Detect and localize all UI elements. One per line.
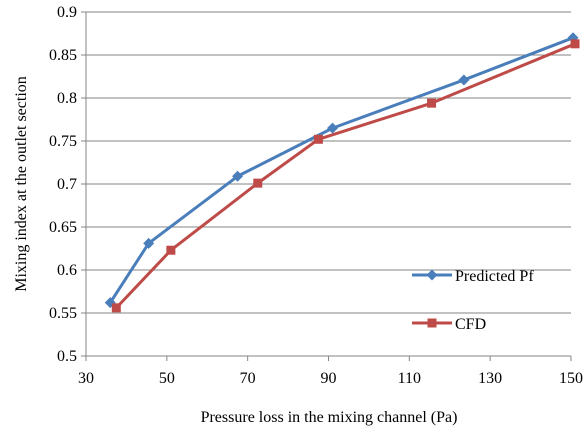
gridlines bbox=[86, 11, 571, 314]
x-tick-label: 90 bbox=[321, 370, 337, 387]
series-1 bbox=[104, 32, 579, 309]
legend-label: Predicted Pf bbox=[455, 268, 534, 285]
data-point bbox=[427, 98, 437, 108]
y-tick-label: 0.85 bbox=[49, 47, 77, 64]
y-tick-label: 0.9 bbox=[57, 4, 77, 21]
legend-item: CFD bbox=[412, 316, 486, 333]
x-axis-ticks: 30 50 70 90 110 130 150 bbox=[78, 370, 583, 387]
legend-label: CFD bbox=[455, 316, 486, 333]
x-tick-label: 50 bbox=[159, 370, 175, 387]
x-tick-label: 30 bbox=[78, 370, 94, 387]
data-point bbox=[232, 170, 244, 182]
series-line bbox=[108, 36, 574, 304]
axes bbox=[81, 11, 572, 361]
x-tick-label: 150 bbox=[559, 370, 583, 387]
series-line bbox=[115, 42, 576, 309]
series-2 bbox=[111, 39, 580, 313]
data-point bbox=[143, 237, 155, 249]
data-point bbox=[111, 303, 121, 313]
y-tick-label: 0.55 bbox=[49, 305, 77, 322]
data-point bbox=[166, 245, 176, 255]
data-point bbox=[253, 178, 263, 188]
x-axis-title: Pressure loss in the mixing channel (Pa) bbox=[201, 409, 458, 426]
data-point bbox=[458, 74, 470, 86]
legend: Predicted Pf CFD bbox=[412, 268, 534, 333]
y-tick-label: 0.5 bbox=[57, 348, 77, 365]
y-tick-label: 0.65 bbox=[49, 219, 77, 236]
series-lines bbox=[104, 32, 580, 313]
x-tick-label: 70 bbox=[240, 370, 256, 387]
data-point bbox=[570, 39, 580, 49]
data-point bbox=[313, 134, 323, 144]
y-tick-label: 0.7 bbox=[57, 176, 77, 193]
legend-swatch-marker bbox=[426, 269, 438, 281]
y-tick-label: 0.75 bbox=[49, 133, 77, 150]
x-tick-label: 130 bbox=[478, 370, 502, 387]
legend-item: Predicted Pf bbox=[412, 268, 534, 285]
y-tick-label: 0.8 bbox=[57, 90, 77, 107]
data-point bbox=[327, 122, 339, 134]
y-axis-ticks: 0.5 0.55 0.6 0.65 0.7 0.75 0.8 0.85 0.9 bbox=[49, 4, 77, 365]
legend-swatch-marker bbox=[427, 318, 437, 328]
y-tick-label: 0.6 bbox=[57, 262, 77, 279]
y-axis-title: Mixing index at the outlet section bbox=[13, 76, 30, 292]
x-tick-label: 110 bbox=[398, 370, 421, 387]
